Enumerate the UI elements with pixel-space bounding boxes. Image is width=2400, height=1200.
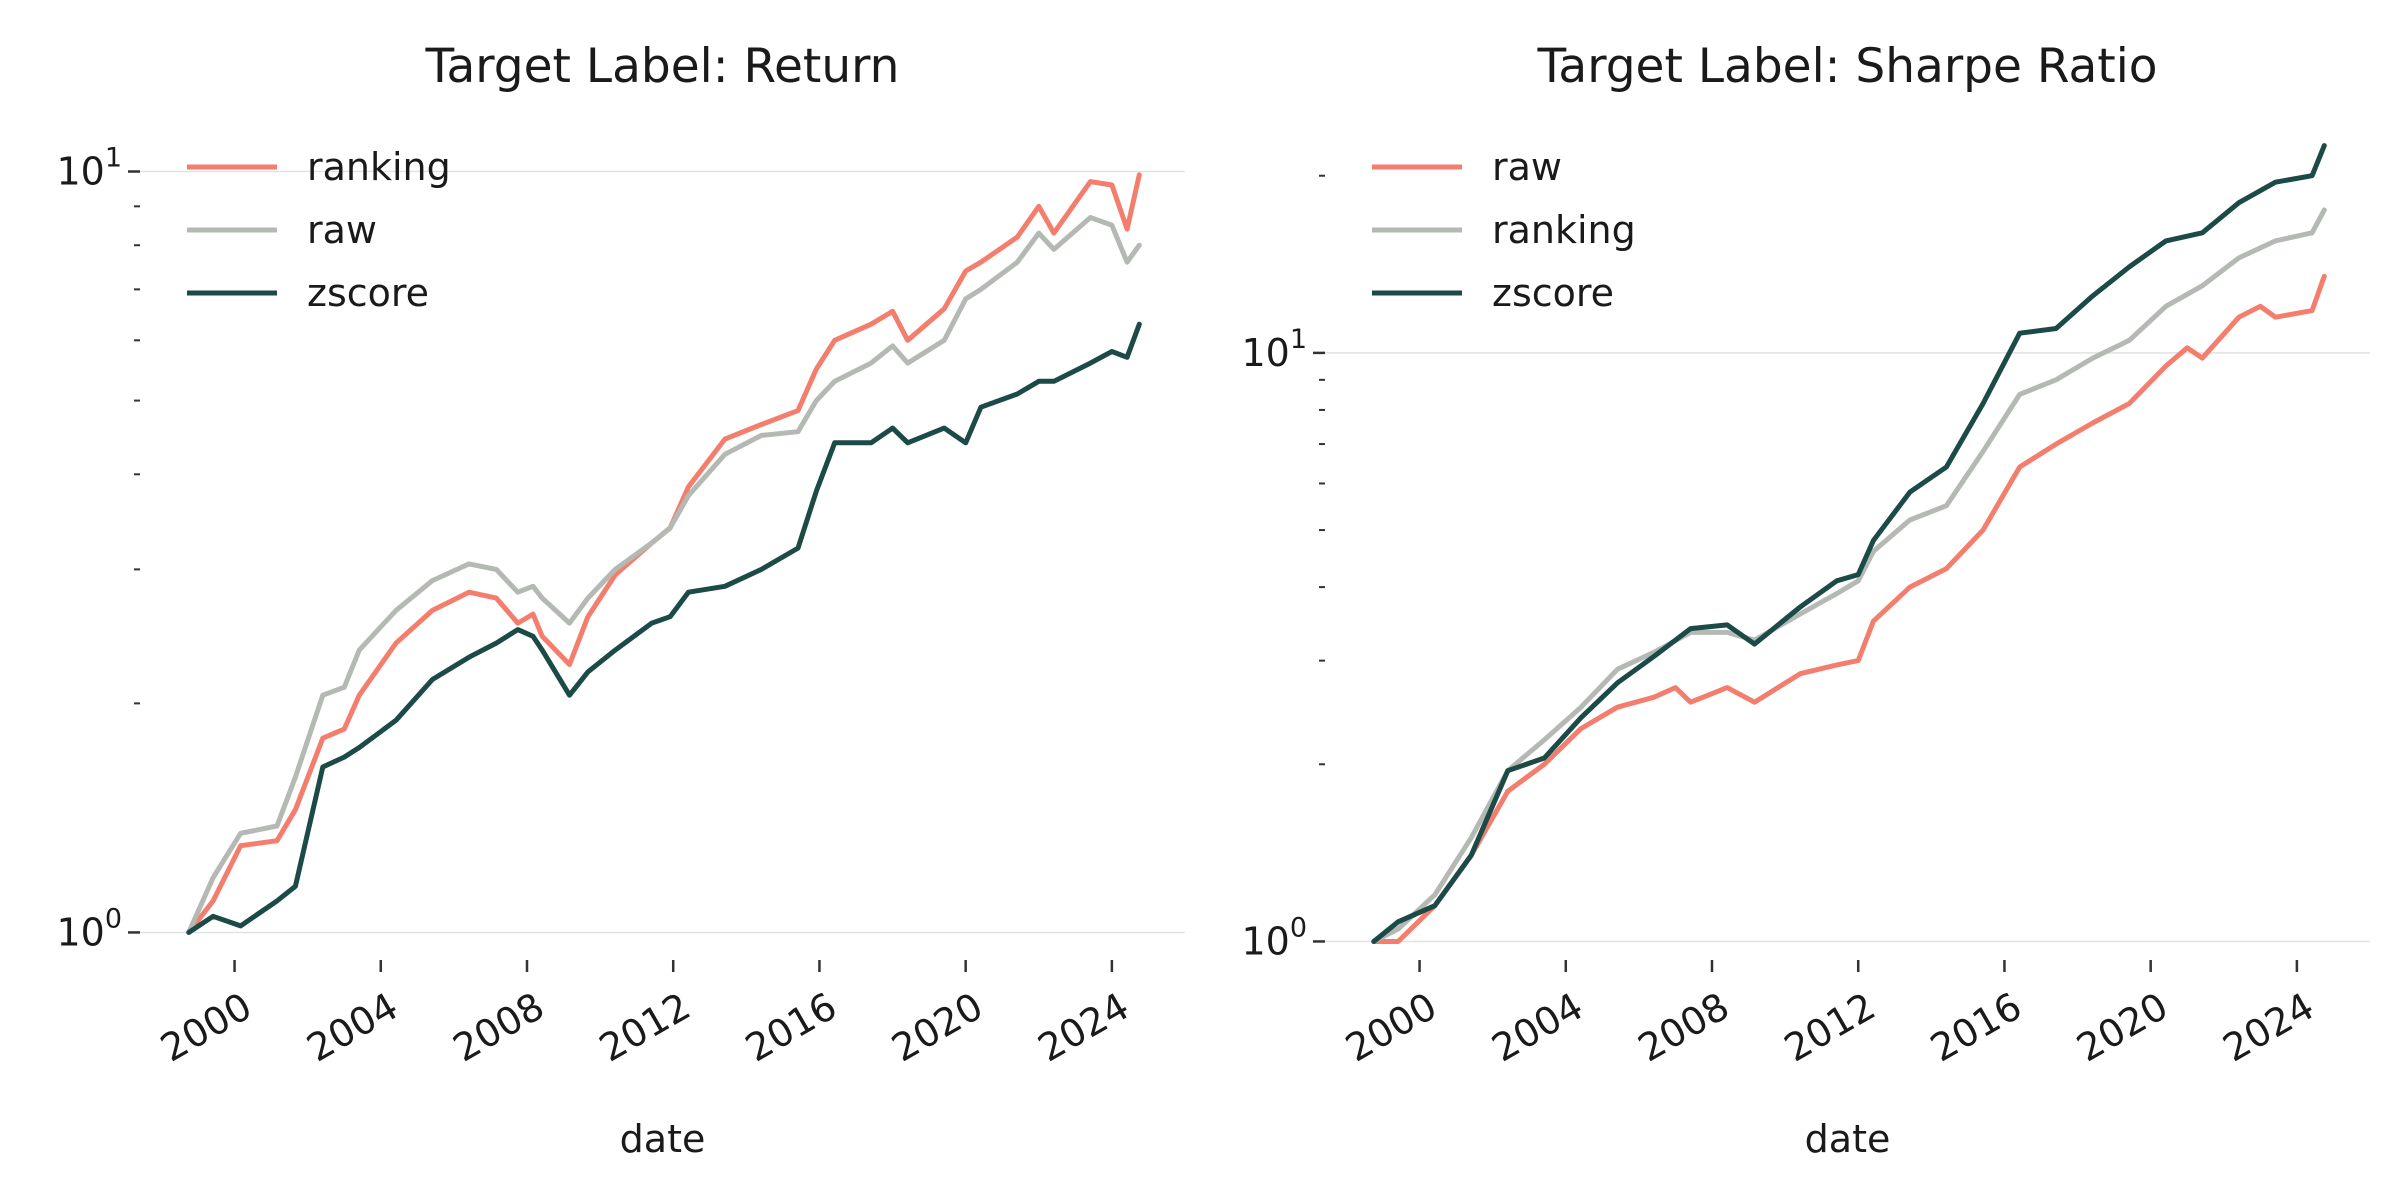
series-line-zscore (186, 321, 1142, 935)
series-line-raw (1371, 273, 2327, 944)
series-line-ranking (1371, 207, 2327, 944)
chart-panel-2: Target Label: Sharpe Ratio 100 101 2000 2004… (1241, 39, 2370, 1161)
x-tick-label: 2024 (1031, 984, 1137, 1070)
legend-label-raw: raw (307, 208, 377, 252)
x-tick-label: 2004 (1485, 984, 1591, 1070)
x-tick-label: 2012 (1777, 984, 1883, 1070)
chart-panel-1: Target Label: Return 100 101 2000 2004 2008 20… (56, 39, 1185, 1161)
x-tick-label: 2020 (884, 984, 990, 1070)
x-tick-label: 2020 (2069, 984, 2175, 1070)
series-line-raw (186, 215, 1142, 935)
y-tick-label: 100 (56, 903, 122, 954)
legend-label-ranking: ranking (307, 145, 451, 189)
y-tick-label: 101 (1241, 324, 1307, 375)
x-tick-label: 2000 (1338, 984, 1444, 1070)
x-tick-label: 2012 (592, 984, 698, 1070)
y-tick-label: 101 (56, 142, 122, 193)
x-tick-label: 2016 (738, 984, 844, 1070)
x-axis-label: date (1805, 1117, 1891, 1161)
x-axis-label: date (620, 1117, 706, 1161)
chart-title: Target Label: Return (425, 39, 900, 94)
legend-label-ranking: ranking (1492, 208, 1636, 252)
x-tick-label: 2004 (300, 984, 406, 1070)
x-tick-label: 2000 (153, 984, 259, 1070)
x-tick-label: 2024 (2216, 984, 2322, 1070)
x-tick-label: 2008 (1631, 984, 1737, 1070)
legend-label-raw: raw (1492, 145, 1562, 189)
chart-title: Target Label: Sharpe Ratio (1536, 39, 2157, 94)
legend-label-zscore: zscore (1492, 271, 1614, 315)
x-tick-label: 2008 (446, 984, 552, 1070)
series-line-zscore (1371, 143, 2327, 944)
legend-label-zscore: zscore (307, 271, 429, 315)
y-tick-label: 100 (1241, 912, 1307, 963)
x-tick-label: 2016 (1923, 984, 2029, 1070)
